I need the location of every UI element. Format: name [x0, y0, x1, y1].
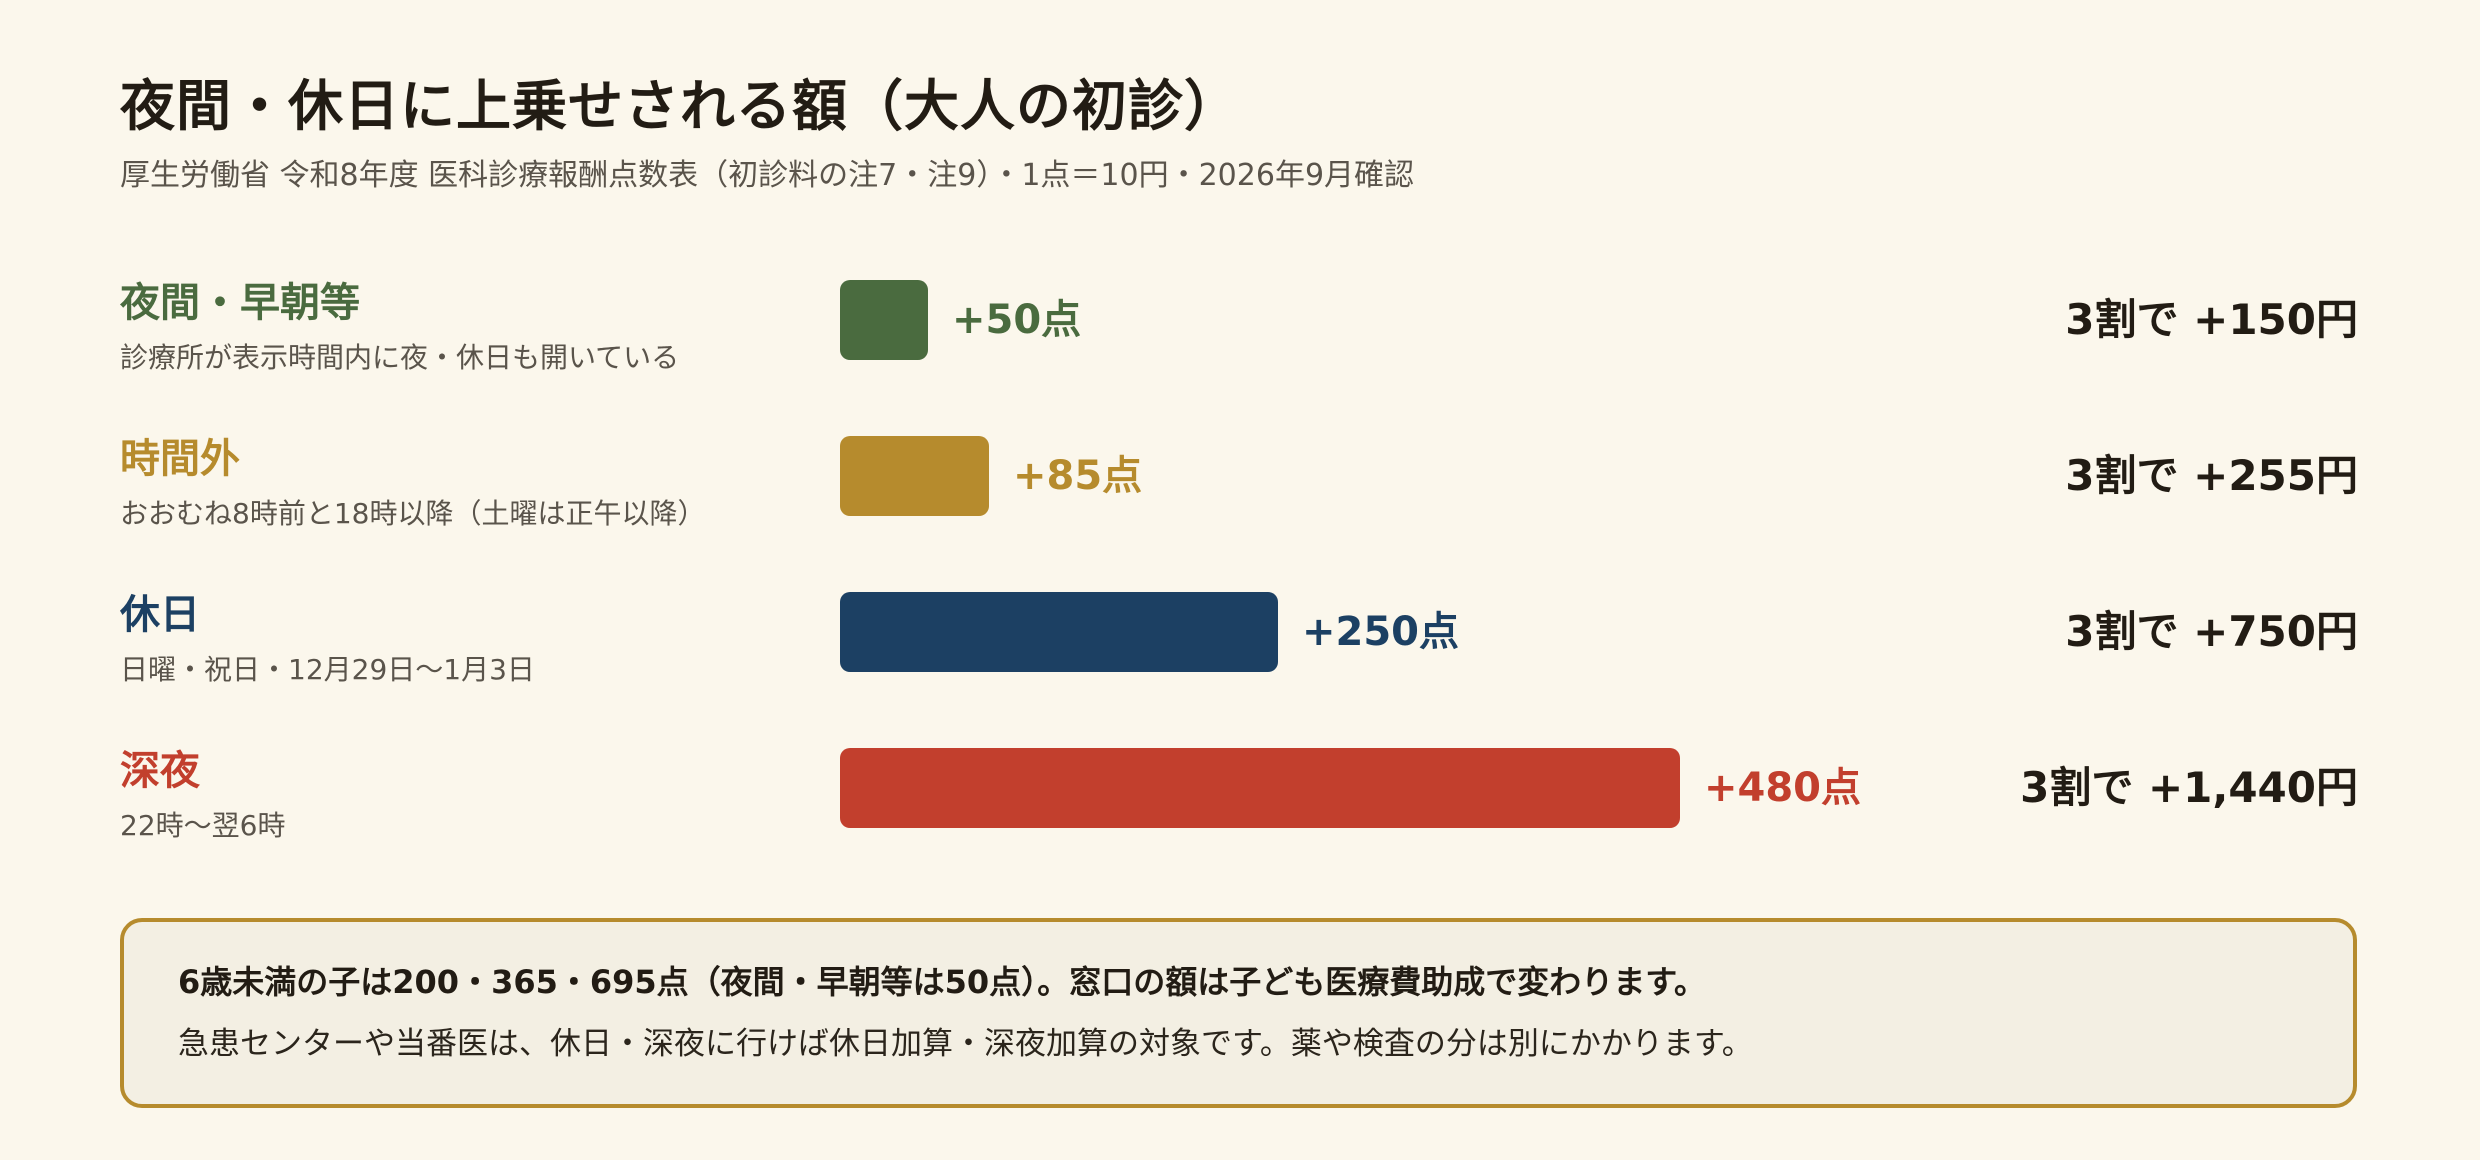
- bar-value-label: +250点: [1302, 609, 1460, 655]
- footnote-box: 6歳未満の子は200・365・695点（夜間・早朝等は50点）。窓口の額は子ども…: [120, 918, 2357, 1108]
- chart-row: 時間外おおむね8時前と18時以降（土曜は正午以降） +85点 3割で +255円: [0, 434, 2480, 554]
- yen-label: 3割で +750円: [2065, 607, 2358, 656]
- yen-label: 3割で +255円: [2065, 451, 2358, 500]
- bar: [840, 436, 989, 516]
- chart-row: 休日日曜・祝日・12月29日〜1月3日 +250点 3割で +750円: [0, 590, 2480, 710]
- bar-value-label: +85点: [1013, 453, 1143, 499]
- category-note: おおむね8時前と18時以降（土曜は正午以降）: [120, 497, 706, 530]
- bar: [840, 592, 1278, 672]
- footnote-line-1: 6歳未満の子は200・365・695点（夜間・早朝等は50点）。窓口の額は子ども…: [178, 963, 1706, 1001]
- chart-title: 夜間・休日に上乗せされる額（大人の初診）: [120, 74, 1241, 138]
- category-note: 診療所が表示時間内に夜・休日も開いている: [120, 341, 680, 374]
- chart-subtitle: 厚生労働省 令和8年度 医科診療報酬点数表（初診料の注7・注9）・1点＝10円・…: [120, 158, 1415, 193]
- yen-label: 3割で +1,440円: [2020, 763, 2358, 812]
- category-note: 日曜・祝日・12月29日〜1月3日: [120, 653, 535, 686]
- category-label: 深夜: [120, 748, 200, 794]
- bar: [840, 748, 1680, 828]
- footnote-line-2: 急患センターや当番医は、休日・深夜に行けば休日加算・深夜加算の対象です。薬や検査…: [178, 1026, 1753, 1062]
- chart-row: 深夜 22時〜翌6時 +480点 3割で +1,440円: [0, 746, 2480, 866]
- bar-value-label: +50点: [952, 297, 1082, 343]
- category-label: 休日: [120, 592, 200, 638]
- yen-label: 3割で +150円: [2065, 295, 2358, 344]
- category-label: 時間外: [120, 436, 240, 482]
- category-note: 22時〜翌6時: [120, 809, 286, 842]
- bar-value-label: +480点: [1704, 765, 1862, 811]
- bar: [840, 280, 928, 360]
- category-label: 夜間・早朝等: [120, 280, 360, 326]
- chart-row: 夜間・早朝等診療所が表示時間内に夜・休日も開いている +50点 3割で +150円: [0, 278, 2480, 398]
